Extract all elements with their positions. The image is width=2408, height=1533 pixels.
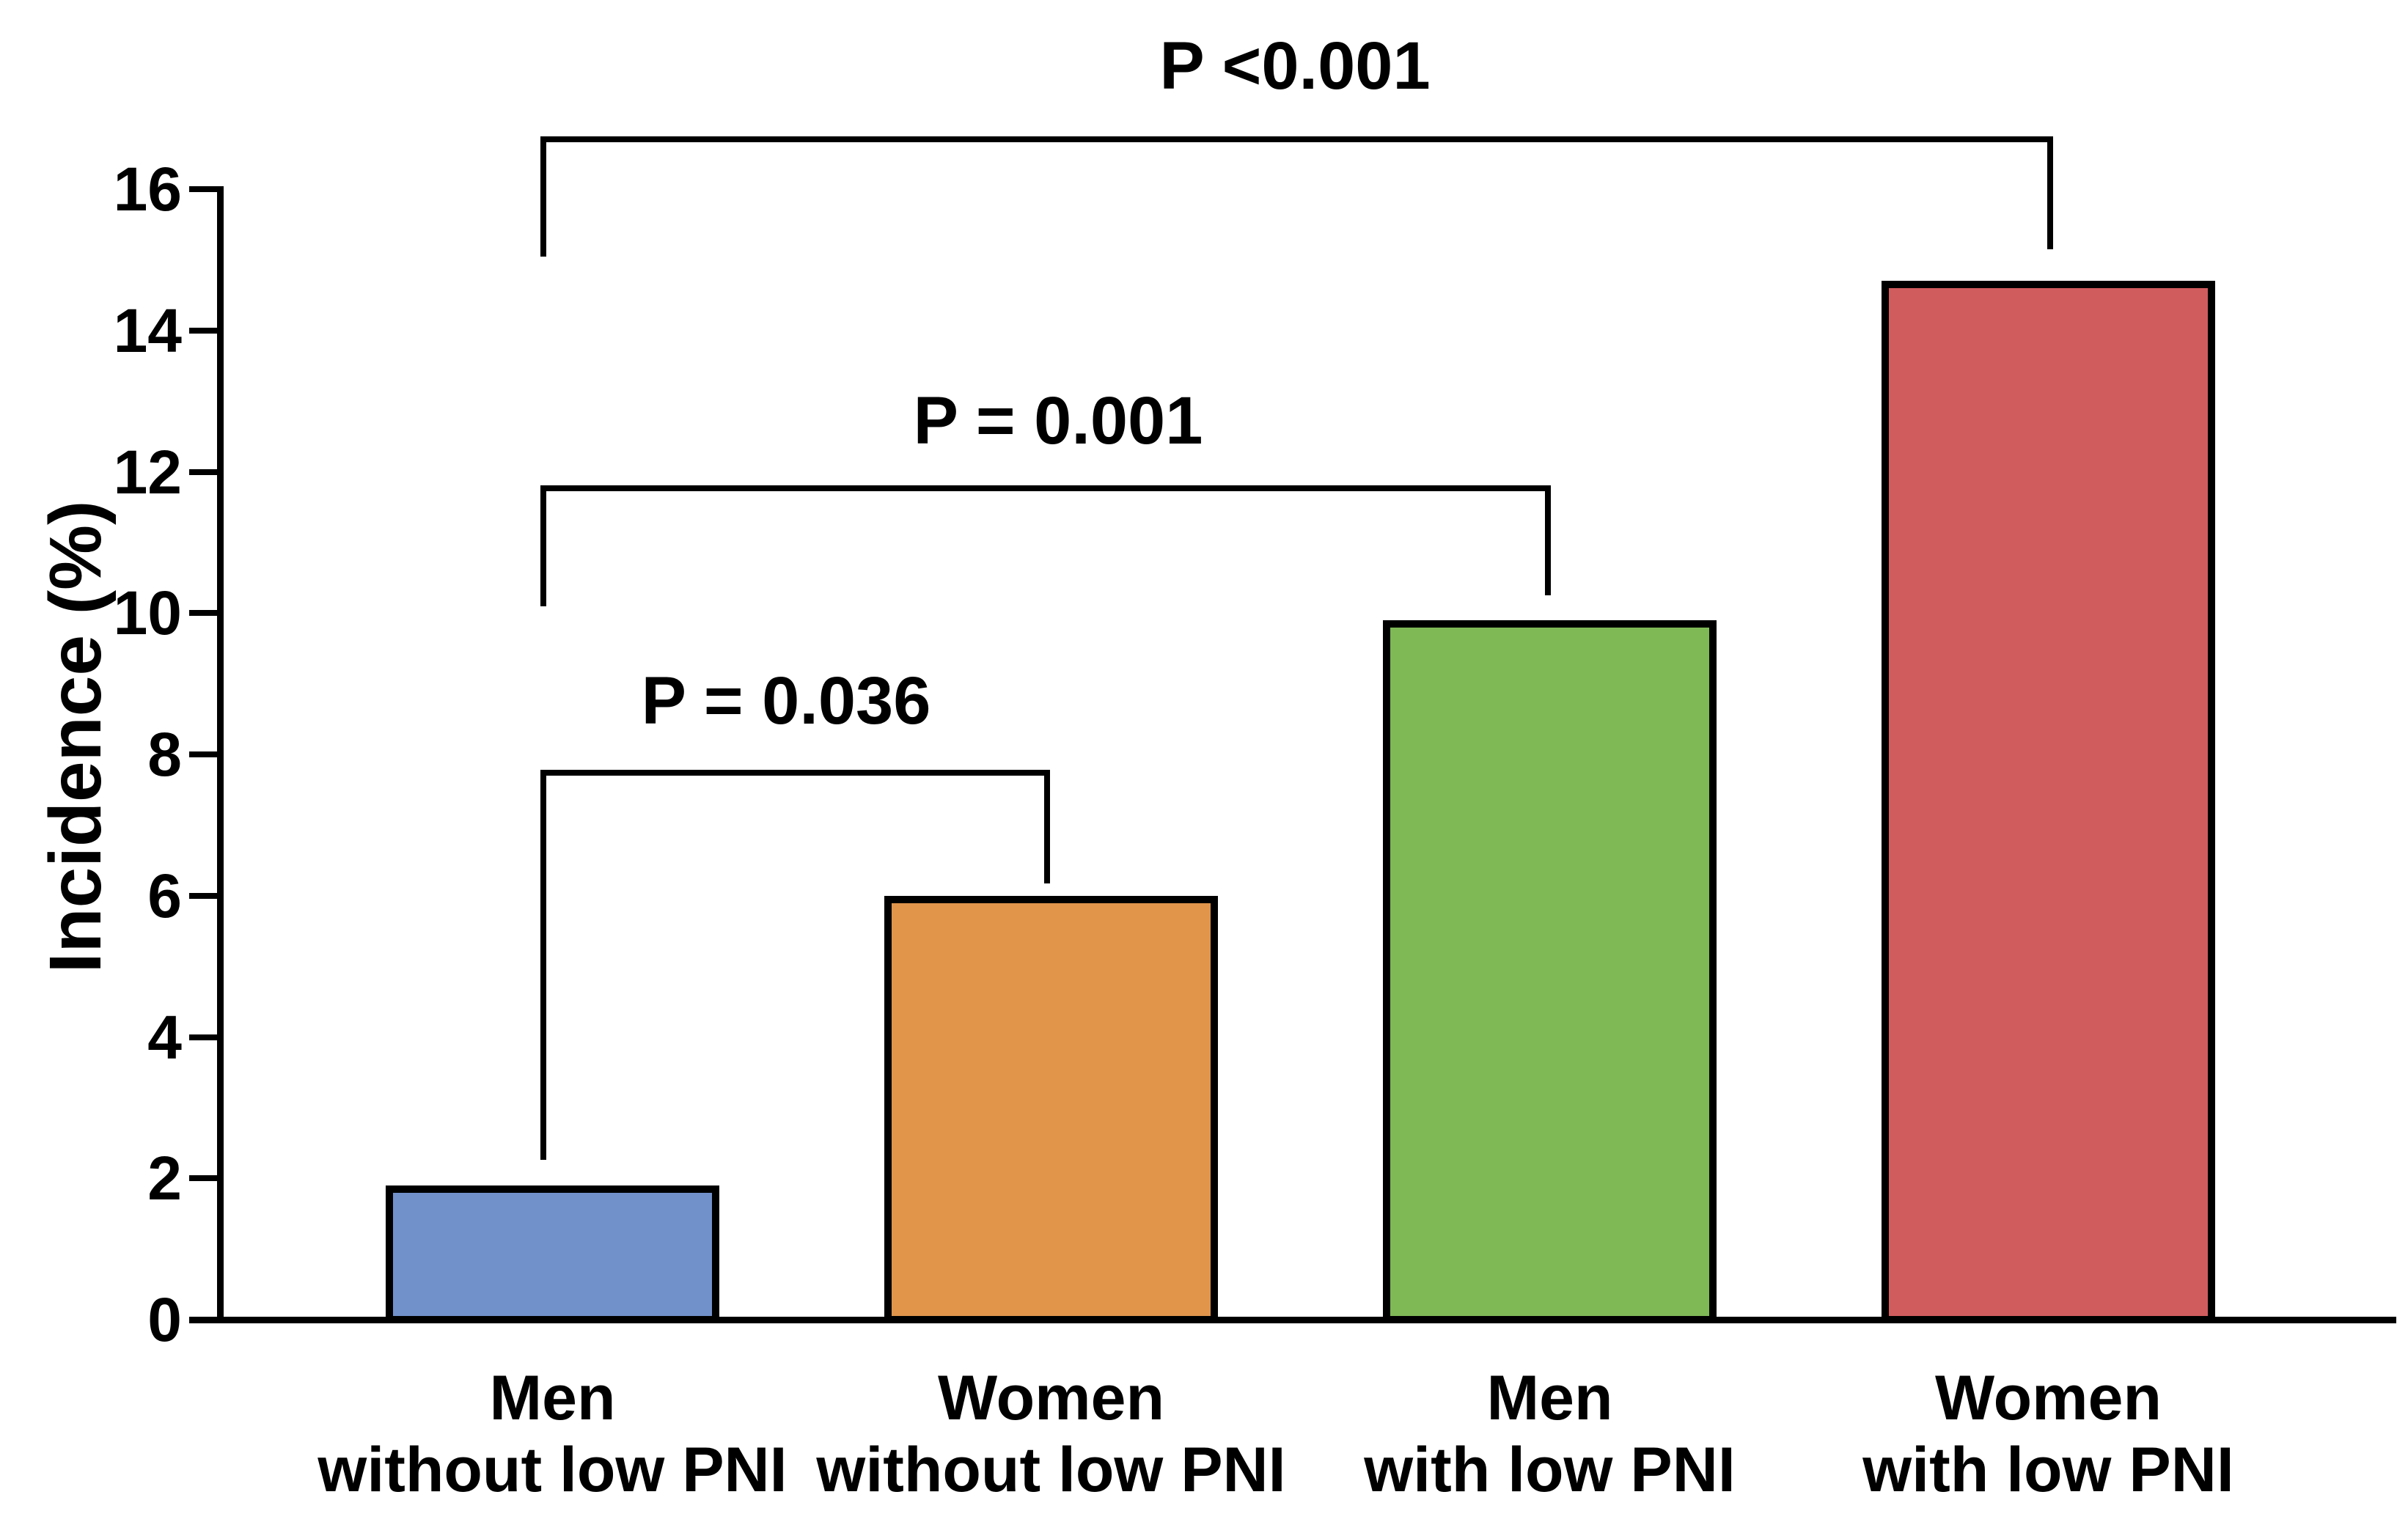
bracket-horizontal: [540, 770, 1050, 776]
y-tick-mark: [189, 1034, 217, 1040]
y-tick-mark: [189, 610, 217, 617]
x-axis-category-label: Men with low PNI: [1220, 1362, 1880, 1506]
x-label-line2: without low PNI: [816, 1435, 1286, 1505]
y-tick-mark: [189, 751, 217, 757]
bracket-right-leg: [1545, 485, 1551, 595]
y-tick-label: 14: [113, 295, 182, 365]
p-value-label: P = 0.036: [641, 663, 931, 738]
y-tick-mark: [189, 1317, 217, 1323]
y-tick-mark: [189, 468, 217, 475]
y-tick-mark: [189, 1175, 217, 1182]
bracket-left-leg: [540, 485, 546, 606]
bracket-horizontal: [540, 485, 1551, 491]
y-axis-line: [217, 186, 224, 1323]
bar-men-with-low-pni: [1383, 620, 1717, 1323]
x-label-line1: Men: [489, 1363, 616, 1433]
y-tick-mark: [189, 327, 217, 334]
bar-women-without-low-pni: [884, 895, 1218, 1323]
x-label-line1: Women: [938, 1363, 1164, 1433]
y-tick-label: 0: [147, 1285, 182, 1354]
y-tick-label: 10: [113, 578, 182, 648]
x-axis-category-label: Men without low PNI: [223, 1362, 883, 1506]
bracket-right-leg: [1044, 770, 1050, 883]
y-tick-label: 12: [113, 437, 182, 507]
x-label-line2: without low PNI: [317, 1435, 788, 1505]
bar-women-with-low-pni: [1882, 281, 2215, 1323]
y-tick-mark: [189, 892, 217, 899]
x-label-line2: with low PNI: [1364, 1435, 1736, 1505]
y-tick-label: 6: [147, 861, 182, 930]
y-tick-label: 8: [147, 720, 182, 789]
x-label-line2: with low PNI: [1862, 1435, 2234, 1505]
bracket-left-leg: [540, 770, 546, 1160]
bar-men-without-low-pni: [386, 1185, 719, 1323]
bracket-right-leg: [2047, 136, 2053, 249]
p-value-label: P = 0.001: [913, 383, 1203, 458]
y-tick-mark: [189, 186, 217, 192]
y-tick-label: 2: [147, 1144, 182, 1213]
y-tick-label: 4: [147, 1002, 182, 1072]
bracket-left-leg: [540, 136, 546, 257]
p-value-label: P <0.001: [1159, 29, 1431, 103]
y-tick-label: 16: [113, 155, 182, 224]
x-axis-line: [189, 1317, 2396, 1323]
bracket-horizontal: [540, 136, 2053, 142]
x-label-line1: Women: [1935, 1363, 2162, 1433]
x-label-line1: Men: [1486, 1363, 1613, 1433]
x-axis-category-label: Women with low PNI: [1719, 1362, 2379, 1506]
x-axis-category-label: Women without low PNI: [722, 1362, 1381, 1506]
